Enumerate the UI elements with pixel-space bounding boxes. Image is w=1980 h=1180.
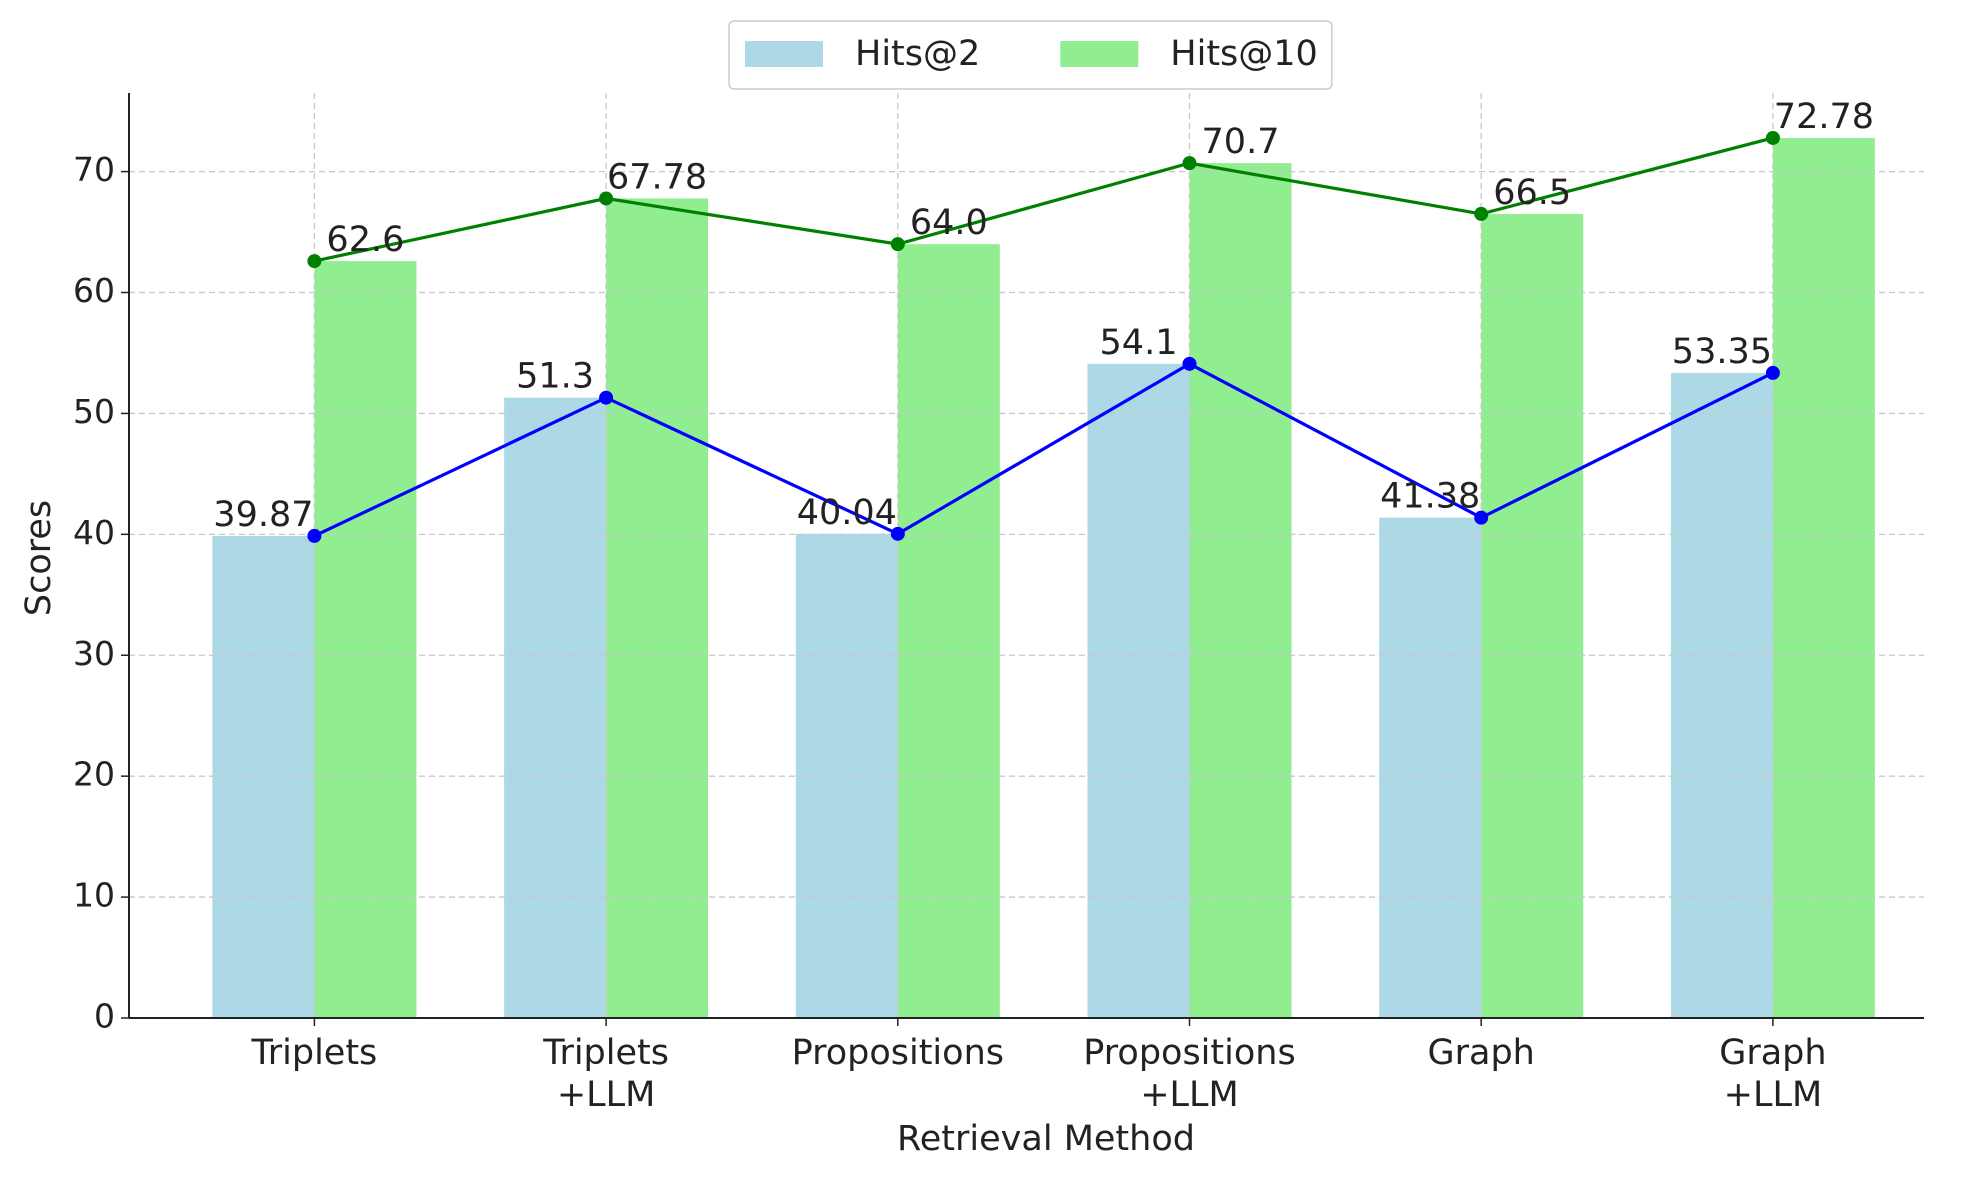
point	[1182, 156, 1197, 171]
point	[599, 191, 614, 206]
bar	[1772, 137, 1875, 1018]
x-tick-label: Graph +LLM	[1719, 1033, 1827, 1115]
y-tick-label: 40	[73, 513, 115, 552]
data-label: 41.38	[1380, 477, 1480, 517]
legend-swatch	[745, 41, 823, 67]
data-label: 54.1	[1100, 323, 1178, 363]
y-tick-label: 20	[73, 755, 115, 794]
data-label: 62.6	[326, 220, 404, 260]
data-label: 40.04	[797, 493, 897, 533]
x-axis-label: Retrieval Method	[897, 1119, 1195, 1159]
y-tick-label: 30	[73, 634, 115, 673]
x-tick-label: Graph	[1427, 1033, 1535, 1073]
y-tick-label: 0	[94, 997, 115, 1036]
x-tick-label: Propositions	[791, 1033, 1004, 1073]
point	[307, 528, 322, 543]
bar	[1379, 517, 1482, 1018]
point	[890, 237, 905, 252]
data-label: 39.87	[213, 495, 313, 535]
legend-label: Hits@2	[855, 34, 980, 74]
bar	[606, 198, 709, 1018]
point	[599, 390, 614, 405]
legend-swatch	[1060, 41, 1139, 67]
x-tick-label: Triplets +LLM	[543, 1033, 669, 1115]
data-label: 51.3	[516, 357, 594, 397]
data-label: 53.35	[1672, 332, 1772, 372]
point	[1182, 356, 1197, 371]
bar	[504, 397, 607, 1018]
x-tick-label: Triplets	[251, 1033, 378, 1073]
point	[890, 526, 905, 541]
y-axis-label: Scores	[19, 500, 59, 616]
bar	[212, 535, 315, 1018]
legend-label: Hits@10	[1170, 34, 1318, 74]
bar	[1670, 372, 1773, 1018]
data-label: 70.7	[1202, 122, 1280, 162]
data-label: 66.5	[1493, 173, 1571, 213]
legend: Hits@2 Hits@10	[728, 20, 1333, 90]
point	[1474, 510, 1489, 525]
point	[1474, 206, 1489, 221]
bar	[1481, 213, 1584, 1018]
data-label: 64.0	[910, 203, 988, 243]
bar	[1087, 363, 1190, 1018]
data-label: 72.78	[1774, 97, 1874, 137]
bar	[314, 261, 417, 1018]
legend-box	[728, 20, 1333, 90]
point	[307, 254, 322, 269]
bar	[1189, 163, 1292, 1018]
y-tick-label: 70	[73, 150, 115, 189]
line	[313, 362, 1774, 538]
point	[1765, 365, 1780, 380]
line	[314, 136, 1774, 263]
y-tick-label: 60	[73, 271, 115, 310]
point	[1765, 130, 1780, 145]
y-tick-label: 10	[73, 876, 115, 915]
data-label: 67.78	[607, 157, 707, 197]
x-tick-label: Propositions +LLM	[1083, 1033, 1296, 1115]
y-tick-label: 50	[73, 392, 115, 431]
bar	[897, 244, 1000, 1018]
